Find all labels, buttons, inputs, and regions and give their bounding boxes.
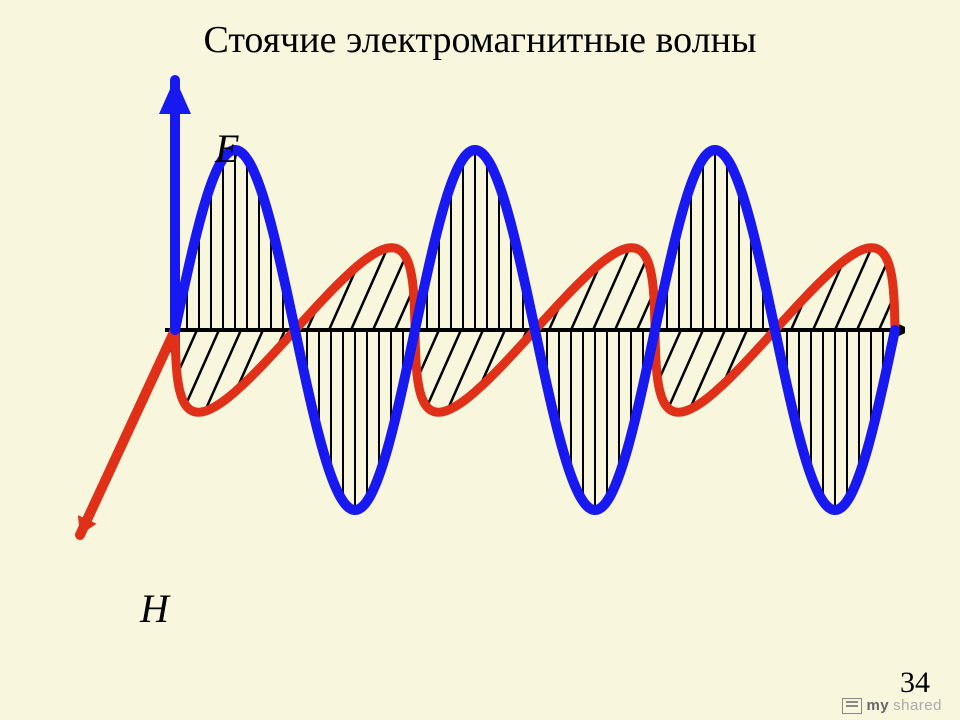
axis-label-h: H: [140, 585, 169, 632]
em-wave-diagram: [55, 70, 905, 590]
axis-label-e: E: [215, 125, 239, 172]
watermark: myshared: [842, 697, 942, 714]
e-axis-arrow-icon: [159, 78, 191, 114]
watermark-my: my: [866, 697, 889, 714]
watermark-logo-icon: [842, 698, 862, 714]
page-number: 34: [900, 666, 930, 700]
watermark-shared: shared: [893, 697, 942, 714]
slide: Стоячие электромагнитные волны E H 34 my…: [0, 0, 960, 720]
h-axis: [80, 330, 175, 535]
slide-title: Стоячие электромагнитные волны: [0, 18, 960, 62]
